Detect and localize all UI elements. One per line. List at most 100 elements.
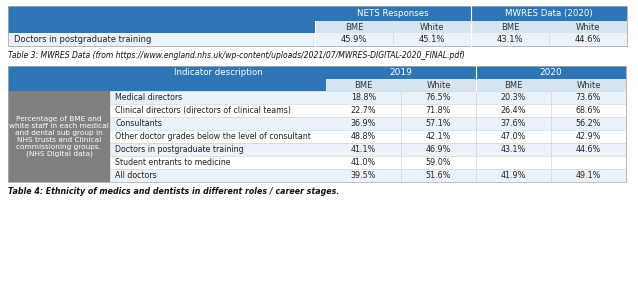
Text: 42.1%: 42.1%	[426, 132, 451, 141]
Text: 45.1%: 45.1%	[419, 35, 445, 44]
Bar	[471, 6, 627, 21]
Text: All doctors: All doctors	[115, 171, 156, 180]
Bar	[476, 117, 551, 130]
Text: 26.4%: 26.4%	[501, 106, 526, 115]
Bar	[8, 79, 326, 91]
Bar	[551, 156, 626, 169]
Text: 56.2%: 56.2%	[575, 119, 601, 128]
Bar	[551, 130, 626, 143]
Text: 36.9%: 36.9%	[351, 119, 376, 128]
Text: 46.9%: 46.9%	[426, 145, 451, 154]
Bar	[110, 143, 326, 156]
Text: 39.5%: 39.5%	[351, 171, 376, 180]
Text: Student entrants to medicine: Student entrants to medicine	[115, 158, 230, 167]
Bar	[549, 33, 627, 46]
Text: White: White	[575, 22, 600, 32]
Text: BME: BME	[504, 80, 523, 89]
Bar	[393, 33, 471, 46]
Bar	[551, 143, 626, 156]
Bar	[8, 6, 315, 21]
Text: Consultants: Consultants	[115, 119, 162, 128]
Bar	[110, 104, 326, 117]
Text: 48.8%: 48.8%	[351, 132, 376, 141]
Text: Doctors in postgraduate training: Doctors in postgraduate training	[14, 35, 151, 44]
Bar	[8, 21, 315, 33]
Text: 68.6%: 68.6%	[576, 106, 601, 115]
Text: BME: BME	[345, 22, 363, 32]
Text: 41.0%: 41.0%	[351, 158, 376, 167]
Text: 44.6%: 44.6%	[575, 35, 601, 44]
Bar	[476, 66, 626, 79]
Bar	[8, 66, 326, 79]
Text: 49.1%: 49.1%	[576, 171, 601, 180]
Bar	[315, 33, 393, 46]
Text: Clinical directors (directors of clinical teams): Clinical directors (directors of clinica…	[115, 106, 291, 115]
Text: 22.7%: 22.7%	[351, 106, 376, 115]
Text: BME: BME	[354, 80, 373, 89]
Text: Percentage of BME and
white staff in each medical
and dental sub group in
NHS tr: Percentage of BME and white staff in eac…	[9, 116, 109, 157]
Text: 18.8%: 18.8%	[351, 93, 376, 102]
Bar	[326, 66, 476, 79]
Text: 2019: 2019	[390, 68, 412, 77]
Text: 2020: 2020	[540, 68, 562, 77]
Bar	[110, 91, 326, 104]
Bar	[401, 104, 476, 117]
Bar	[8, 66, 626, 182]
Text: Table 4: Ethnicity of medics and dentists in different roles / career stages.: Table 4: Ethnicity of medics and dentist…	[8, 188, 339, 196]
Text: Indicator description: Indicator description	[174, 68, 262, 77]
Bar	[549, 21, 627, 33]
Text: MWRES Data (2020): MWRES Data (2020)	[505, 9, 593, 18]
Bar	[476, 156, 551, 169]
Bar	[326, 130, 401, 143]
Text: NETS Responses: NETS Responses	[357, 9, 429, 18]
Text: 76.5%: 76.5%	[426, 93, 451, 102]
Bar	[110, 117, 326, 130]
Text: 41.1%: 41.1%	[351, 145, 376, 154]
Bar	[326, 169, 401, 182]
Bar	[471, 33, 549, 46]
Bar	[8, 33, 315, 46]
Text: 41.9%: 41.9%	[501, 171, 526, 180]
Bar	[551, 104, 626, 117]
Text: Doctors in postgraduate training: Doctors in postgraduate training	[115, 145, 244, 154]
Text: 42.9%: 42.9%	[575, 132, 601, 141]
Bar	[476, 91, 551, 104]
Bar	[110, 156, 326, 169]
Bar	[401, 91, 476, 104]
Text: 71.8%: 71.8%	[426, 106, 451, 115]
Bar	[551, 117, 626, 130]
Bar	[401, 79, 476, 91]
Bar	[551, 79, 626, 91]
Text: 45.9%: 45.9%	[341, 35, 367, 44]
Bar	[401, 117, 476, 130]
Bar	[315, 21, 393, 33]
Bar	[326, 79, 401, 91]
Bar	[326, 156, 401, 169]
Bar	[551, 169, 626, 182]
Text: 43.1%: 43.1%	[497, 35, 523, 44]
Bar	[551, 91, 626, 104]
Text: White: White	[576, 80, 601, 89]
Bar	[8, 6, 627, 46]
Bar	[110, 169, 326, 182]
Text: White: White	[420, 22, 444, 32]
Bar	[326, 143, 401, 156]
Text: 47.0%: 47.0%	[501, 132, 526, 141]
Text: BME: BME	[501, 22, 519, 32]
Bar	[401, 169, 476, 182]
Bar	[8, 91, 110, 182]
Text: 73.6%: 73.6%	[576, 93, 601, 102]
Text: Other doctor grades below the level of consultant: Other doctor grades below the level of c…	[115, 132, 311, 141]
Bar	[476, 143, 551, 156]
Bar	[401, 143, 476, 156]
Bar	[401, 130, 476, 143]
Bar	[476, 104, 551, 117]
Bar	[401, 156, 476, 169]
Text: 51.6%: 51.6%	[426, 171, 451, 180]
Text: White: White	[426, 80, 451, 89]
Bar	[476, 169, 551, 182]
Text: 20.3%: 20.3%	[501, 93, 526, 102]
Text: 43.1%: 43.1%	[501, 145, 526, 154]
Bar	[476, 79, 551, 91]
Bar	[110, 130, 326, 143]
